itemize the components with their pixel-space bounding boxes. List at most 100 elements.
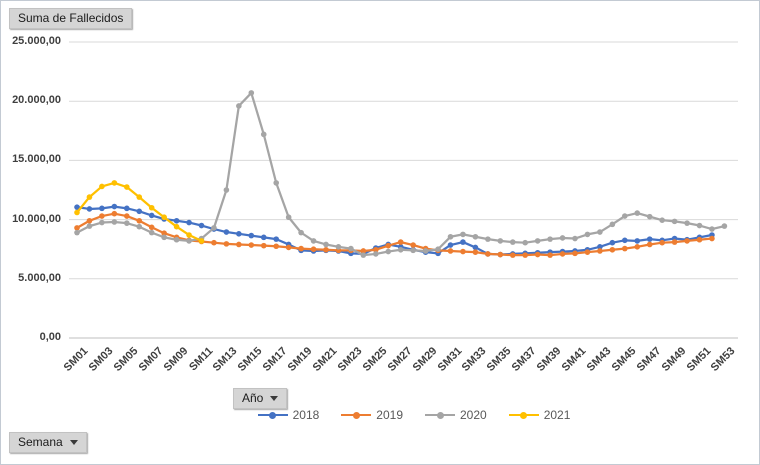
- marker-2020-SM15: [248, 90, 255, 96]
- value-field-button[interactable]: Suma de Fallecidos: [9, 8, 133, 29]
- marker-2020-SM09: [173, 236, 180, 243]
- marker-2020-SM05: [124, 220, 130, 226]
- marker-2020-SM29: [422, 248, 429, 254]
- y-axis-label: 25.000,00: [12, 35, 61, 47]
- marker-2021-SM06: [136, 194, 143, 200]
- marker-2019-SM42: [584, 249, 591, 255]
- y-axis-label: 15.000,00: [12, 153, 61, 166]
- marker-2020-SM25: [373, 251, 379, 257]
- marker-2018-SM32: [460, 239, 466, 245]
- marker-2018-SM11: [198, 222, 205, 229]
- marker-2020-SM17: [273, 180, 280, 186]
- marker-2020-SM44: [609, 221, 616, 228]
- marker-2020-SM39: [547, 236, 553, 242]
- marker-2018-SM07: [148, 212, 155, 219]
- marker-2021-SM03: [99, 183, 105, 190]
- marker-2018-SM10: [186, 219, 192, 226]
- marker-2019-SM20: [310, 246, 317, 252]
- marker-2020-SM19: [298, 229, 304, 236]
- legend-label: 2018: [292, 408, 320, 422]
- marker-2019-SM37: [522, 252, 528, 258]
- marker-2019-SM12: [211, 239, 217, 246]
- marker-2019-SM19: [298, 245, 304, 252]
- marker-2019-SM03: [99, 213, 105, 219]
- marker-2020-SM02: [86, 223, 93, 229]
- marker-2018-SM16: [260, 234, 267, 241]
- marker-2020-SM24: [360, 252, 367, 258]
- legend-item-2018[interactable]: 2018: [257, 408, 320, 422]
- marker-2020-SM41: [572, 235, 578, 242]
- marker-2019-SM38: [534, 251, 541, 258]
- marker-2019-SM52: [709, 235, 715, 242]
- legend-item-2019[interactable]: 2019: [341, 408, 403, 422]
- marker-2020-SM37: [522, 239, 528, 246]
- marker-2020-SM06: [136, 223, 143, 230]
- marker-2020-SM36: [509, 239, 516, 245]
- marker-2018-SM02: [86, 206, 93, 212]
- marker-2019-SM33: [472, 249, 479, 255]
- marker-2020-SM03: [99, 219, 105, 226]
- marker-2019-SM44: [609, 246, 616, 253]
- marker-2020-SM30: [435, 246, 441, 252]
- marker-2019-SM04: [111, 210, 118, 217]
- marker-2018-SM04: [111, 203, 118, 210]
- marker-2020-SM52: [709, 226, 715, 232]
- marker-2019-SM27: [397, 239, 404, 245]
- marker-2019-SM47: [646, 241, 653, 248]
- marker-2019-SM13: [223, 241, 230, 247]
- marker-2020-SM13: [223, 187, 230, 193]
- legend-label: 2021: [543, 408, 571, 422]
- marker-2020-SM14: [236, 103, 242, 109]
- marker-2020-SM01: [74, 229, 80, 236]
- marker-2018-SM13: [223, 229, 230, 235]
- marker-2019-SM07: [148, 224, 155, 231]
- marker-2020-SM46: [634, 210, 641, 216]
- marker-2019-SM46: [634, 244, 641, 250]
- y-axis-label: 5.000,00: [18, 271, 61, 284]
- marker-2019-SM49: [671, 239, 678, 245]
- marker-2020-SM42: [584, 231, 591, 238]
- legend-label: 2020: [460, 408, 487, 422]
- marker-2020-SM51: [696, 222, 703, 229]
- legend-line-marker-icon: [257, 411, 288, 419]
- marker-2020-SM28: [410, 247, 416, 254]
- marker-2020-SM35: [497, 238, 504, 244]
- marker-2019-SM08: [161, 230, 167, 237]
- marker-2020-SM47: [646, 213, 653, 220]
- marker-2020-SM18: [285, 214, 292, 221]
- marker-2018-SM17: [273, 236, 280, 242]
- legend-line-marker-icon: [425, 411, 455, 419]
- marker-2018-SM15: [248, 232, 255, 239]
- marker-2020-SM48: [659, 217, 665, 223]
- dropdown-arrow-icon: [69, 439, 78, 445]
- marker-2019-SM28: [410, 242, 416, 248]
- legend-field-button[interactable]: Año: [233, 388, 288, 409]
- marker-2018-SM03: [99, 205, 105, 212]
- axis-field-button[interactable]: Semana: [9, 432, 87, 453]
- marker-2018-SM06: [136, 208, 143, 215]
- legend-item-2020[interactable]: 2020: [425, 408, 487, 422]
- legend-field-label: Año: [242, 391, 264, 405]
- marker-2020-SM34: [485, 236, 491, 242]
- marker-2018-SM05: [124, 205, 130, 212]
- marker-2019-SM15: [248, 242, 255, 248]
- marker-2019-SM14: [236, 241, 242, 248]
- marker-2020-SM40: [559, 235, 566, 241]
- marker-2019-SM01: [74, 225, 80, 231]
- marker-2019-SM18: [285, 244, 292, 251]
- marker-2020-SM07: [148, 229, 155, 236]
- marker-2018-SM44: [609, 239, 616, 246]
- marker-2018-SM31: [447, 242, 454, 248]
- marker-2021-SM11: [198, 238, 205, 244]
- marker-2021-SM08: [161, 214, 167, 221]
- legend-label: 2019: [376, 408, 403, 422]
- marker-2019-SM17: [273, 243, 280, 250]
- marker-2020-SM16: [260, 131, 267, 138]
- marker-2019-SM16: [260, 242, 267, 249]
- series-line-2018: [76, 205, 713, 256]
- marker-2018-SM47: [646, 236, 653, 242]
- series-line-2020: [76, 91, 725, 257]
- marker-2021-SM09: [173, 223, 180, 230]
- legend-item-2021[interactable]: 2021: [508, 408, 571, 422]
- marker-2020-SM38: [534, 238, 541, 244]
